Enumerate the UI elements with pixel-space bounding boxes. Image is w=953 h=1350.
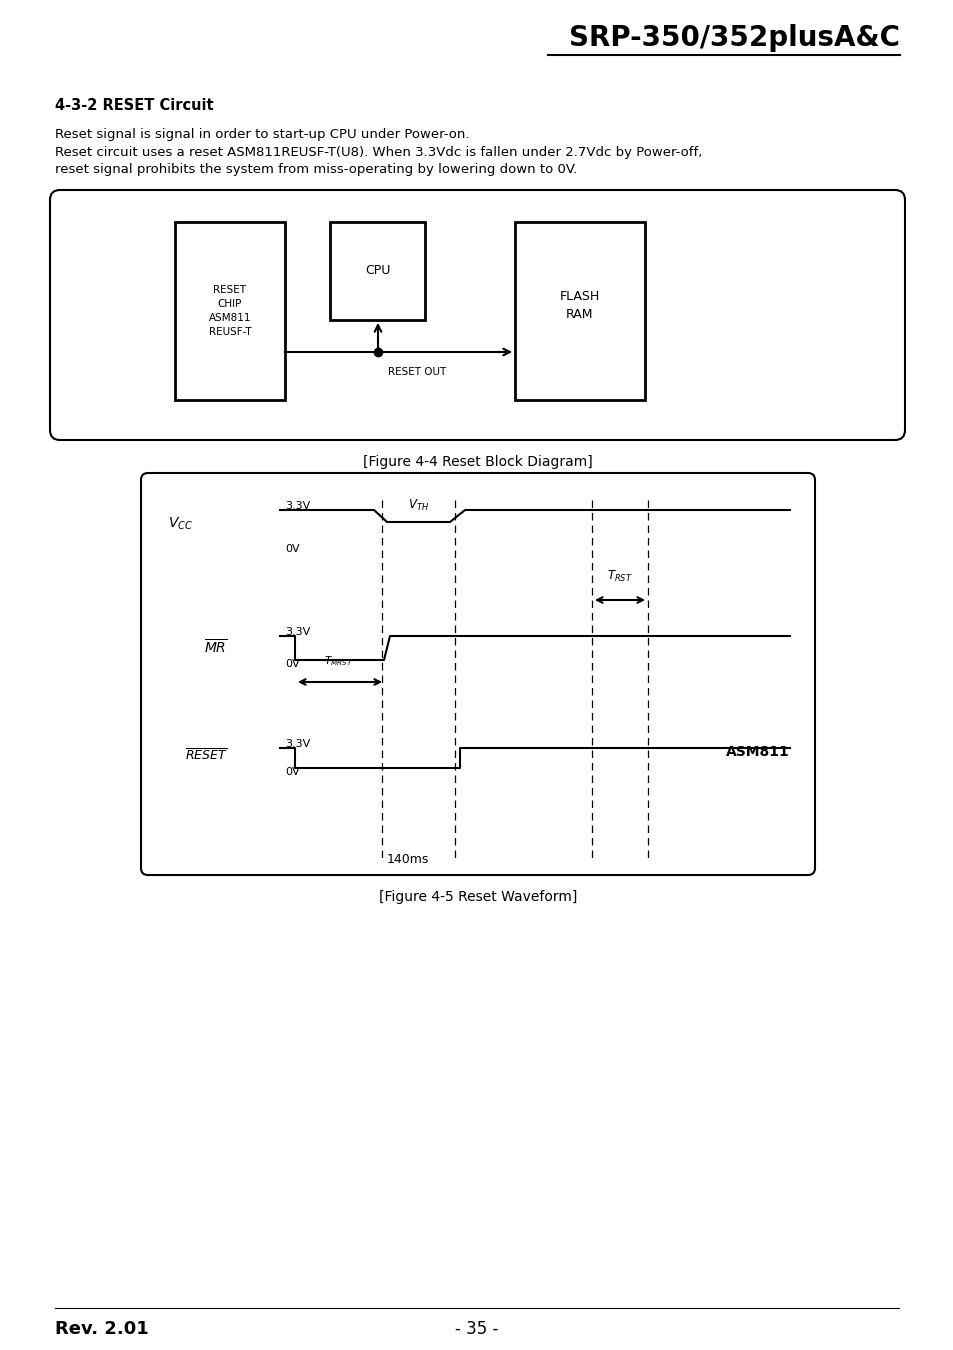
Text: $V_{TH}$: $V_{TH}$ — [408, 498, 429, 513]
FancyBboxPatch shape — [141, 472, 814, 875]
Text: [Figure 4-4 Reset Block Diagram]: [Figure 4-4 Reset Block Diagram] — [362, 455, 592, 468]
Text: $T_{MRST}$: $T_{MRST}$ — [324, 655, 353, 668]
Text: RESET
CHIP
ASM811
REUSF-T: RESET CHIP ASM811 REUSF-T — [209, 285, 251, 338]
Text: reset signal prohibits the system from miss-operating by lowering down to 0V.: reset signal prohibits the system from m… — [55, 163, 577, 176]
Text: 0V: 0V — [285, 659, 299, 670]
Text: 0V: 0V — [285, 767, 299, 778]
Text: Reset signal is signal in order to start-up CPU under Power-on.: Reset signal is signal in order to start… — [55, 128, 469, 140]
Text: RESET OUT: RESET OUT — [388, 367, 446, 377]
Text: 3.3V: 3.3V — [285, 501, 310, 512]
Text: 3.3V: 3.3V — [285, 738, 310, 749]
Text: ASM811: ASM811 — [725, 745, 789, 759]
Text: $\overline{RESET}$: $\overline{RESET}$ — [185, 748, 228, 764]
Bar — [330, 221, 424, 320]
Text: 140ms: 140ms — [387, 853, 429, 865]
Text: SRP-350/352plusA&C: SRP-350/352plusA&C — [568, 24, 899, 53]
FancyBboxPatch shape — [50, 190, 904, 440]
Text: $V_{CC}$: $V_{CC}$ — [168, 516, 193, 532]
Text: $T_{RST}$: $T_{RST}$ — [606, 568, 632, 585]
Bar — [515, 221, 644, 400]
Text: [Figure 4-5 Reset Waveform]: [Figure 4-5 Reset Waveform] — [378, 890, 577, 905]
Text: FLASH
RAM: FLASH RAM — [559, 290, 599, 321]
Text: - 35 -: - 35 - — [455, 1320, 498, 1338]
Text: 4-3-2 RESET Circuit: 4-3-2 RESET Circuit — [55, 99, 213, 113]
Text: Rev. 2.01: Rev. 2.01 — [55, 1320, 149, 1338]
Text: 0V: 0V — [285, 544, 299, 554]
Text: CPU: CPU — [364, 265, 390, 278]
Text: Reset circuit uses a reset ASM811REUSF-T(U8). When 3.3Vdc is fallen under 2.7Vdc: Reset circuit uses a reset ASM811REUSF-T… — [55, 146, 701, 159]
Bar — [174, 221, 285, 400]
Text: 3.3V: 3.3V — [285, 626, 310, 637]
Text: $\overline{MR}$: $\overline{MR}$ — [204, 637, 228, 656]
